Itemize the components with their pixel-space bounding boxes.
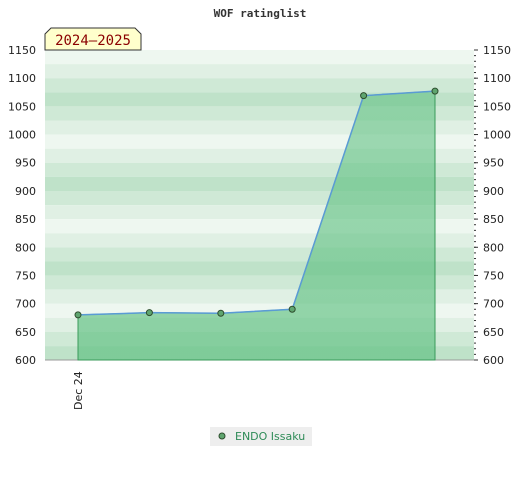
y-tick-label-left: 650 — [15, 326, 36, 339]
y-tick-label-left: 1150 — [8, 44, 36, 57]
y-tick-label-right: 950 — [483, 157, 504, 170]
legend-marker — [218, 432, 226, 440]
y-tick-label-left: 700 — [15, 298, 36, 311]
y-tick-label-right: 650 — [483, 326, 504, 339]
data-point — [288, 305, 296, 313]
season-badge-box — [44, 27, 142, 51]
legend[interactable]: ENDO Issaku — [210, 427, 312, 446]
y-tick-label-right: 900 — [483, 185, 504, 198]
y-tick-label-right: 1150 — [483, 44, 511, 57]
y-tick-label-left: 800 — [15, 241, 36, 254]
data-point — [431, 87, 439, 95]
y-tick-label-right: 750 — [483, 269, 504, 282]
series-markers — [74, 87, 439, 319]
y-tick-label-right: 700 — [483, 298, 504, 311]
y-tick-label-left: 850 — [15, 213, 36, 226]
background-band — [45, 78, 474, 93]
legend-series-name: ENDO Issaku — [235, 430, 305, 443]
series-line — [77, 90, 436, 316]
data-point — [217, 309, 225, 317]
background-band — [45, 50, 474, 65]
background-band — [45, 64, 474, 79]
data-point — [74, 311, 82, 319]
data-point — [360, 92, 368, 100]
x-axis: Dec 24 — [72, 371, 85, 410]
y-tick-label-left: 1100 — [8, 72, 36, 85]
right-y-axis: 600 650 700 750 800 850 900 950 1000 1050 1100 1150 — [474, 44, 511, 367]
y-tick-label-right: 600 — [483, 354, 504, 367]
y-tick-label-left: 600 — [15, 354, 36, 367]
y-tick-label-left: 1050 — [8, 100, 36, 113]
left-y-axis: 600 650 700 750 800 850 900 950 1000 1050 1100 1150 — [8, 44, 36, 367]
y-tick-label-right: 1050 — [483, 100, 511, 113]
season-badge: 2024–2025 — [44, 27, 142, 51]
legend-box — [210, 427, 312, 446]
y-tick-label-left: 900 — [15, 185, 36, 198]
y-tick-label-right: 800 — [483, 241, 504, 254]
y-tick-label-left: 950 — [15, 157, 36, 170]
season-label: 2024–2025 — [55, 33, 131, 49]
y-tick-label-right: 850 — [483, 213, 504, 226]
y-tick-label-right: 1100 — [483, 72, 511, 85]
y-tick-label-right: 1000 — [483, 129, 511, 142]
x-tick-label: Dec 24 — [72, 371, 85, 410]
chart-title: WOF ratinglist — [214, 7, 307, 20]
data-point — [145, 309, 153, 317]
y-tick-label-left: 750 — [15, 269, 36, 282]
y-tick-label-left: 1000 — [8, 129, 36, 142]
